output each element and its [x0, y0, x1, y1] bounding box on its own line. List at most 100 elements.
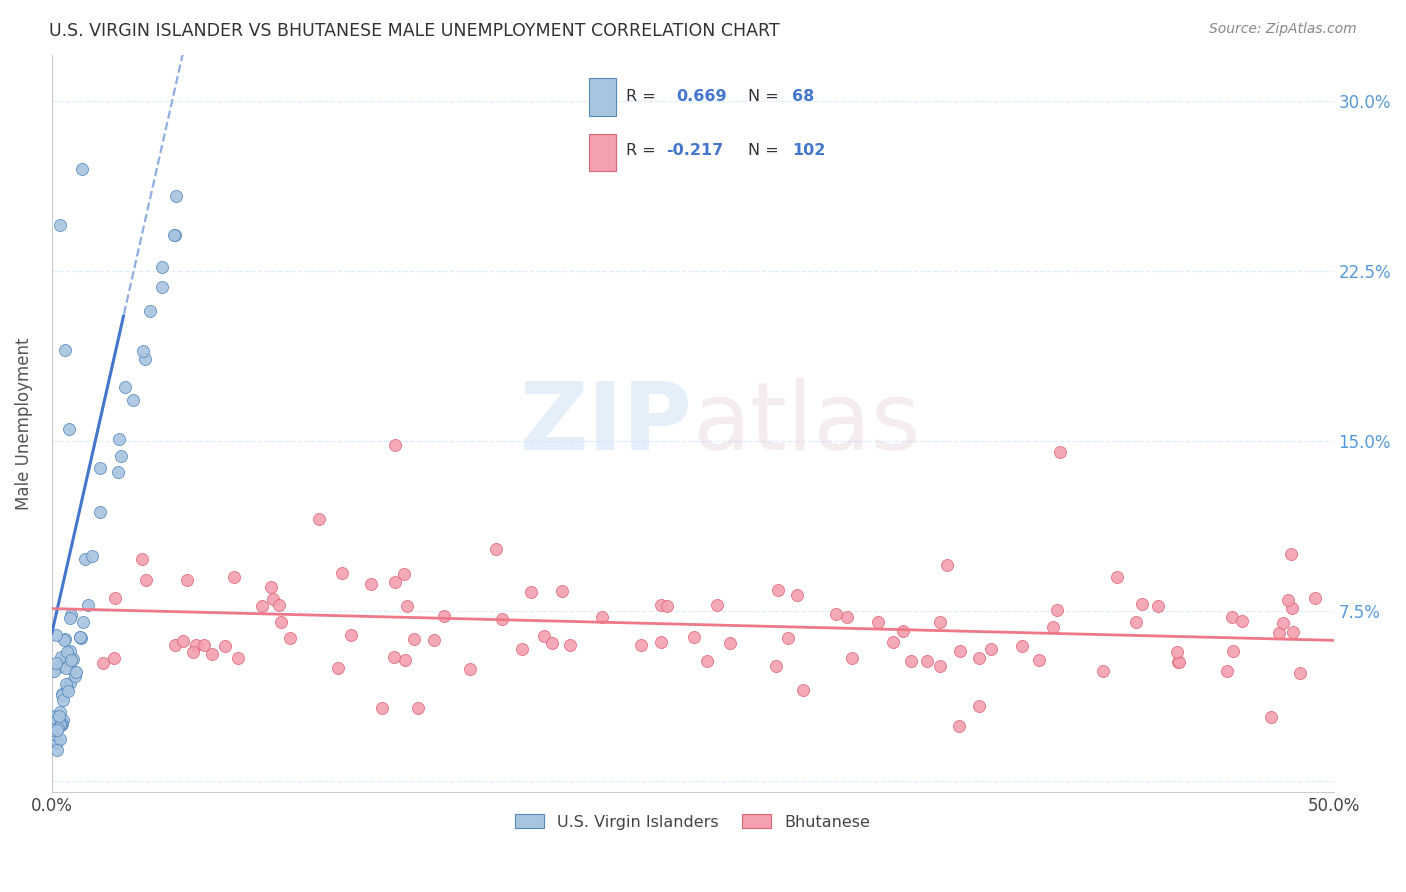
Point	[49, 717, 72, 731]
Point	[824, 607, 846, 621]
Point	[949, 644, 972, 658]
Point	[519, 585, 541, 599]
Point	[53, 632, 76, 647]
Point	[404, 632, 426, 646]
Text: atlas: atlas	[693, 377, 921, 470]
Point	[42, 727, 65, 741]
Point	[835, 609, 858, 624]
Point	[967, 651, 990, 665]
Point	[110, 449, 132, 463]
Point	[1168, 655, 1191, 669]
Point	[1268, 625, 1291, 640]
Point	[80, 549, 103, 564]
Point	[193, 638, 215, 652]
Point	[56, 681, 79, 696]
Point	[510, 642, 533, 657]
Point	[1166, 645, 1188, 659]
Point	[163, 228, 186, 243]
Point	[1130, 597, 1153, 611]
Point	[1049, 445, 1071, 459]
Text: 0.669: 0.669	[676, 89, 727, 104]
Point	[49, 731, 72, 746]
Point	[152, 280, 174, 294]
Legend: U.S. Virgin Islanders, Bhutanese: U.S. Virgin Islanders, Bhutanese	[509, 807, 876, 836]
Point	[224, 570, 246, 584]
Point	[360, 577, 382, 591]
Point	[1232, 614, 1254, 628]
Point	[866, 615, 889, 629]
Point	[630, 638, 652, 652]
Point	[139, 303, 162, 318]
Point	[51, 689, 73, 703]
Bar	[589, 134, 616, 171]
Text: 102: 102	[792, 144, 825, 159]
Point	[51, 717, 73, 731]
Point	[53, 632, 76, 647]
Point	[915, 654, 938, 668]
Point	[766, 582, 789, 597]
Point	[250, 599, 273, 614]
Point	[53, 343, 76, 357]
Point	[46, 713, 69, 727]
Point	[165, 188, 187, 202]
Point	[1011, 640, 1033, 654]
Point	[765, 659, 787, 673]
Text: N =: N =	[748, 144, 779, 159]
Point	[134, 351, 156, 366]
Point	[394, 653, 416, 667]
Point	[491, 611, 513, 625]
Point	[104, 591, 127, 605]
Point	[63, 665, 86, 679]
Point	[59, 655, 82, 669]
Point	[45, 735, 67, 749]
Point	[384, 575, 406, 590]
Point	[48, 709, 70, 723]
Point	[1222, 644, 1244, 658]
Point	[1260, 710, 1282, 724]
Point	[201, 648, 224, 662]
Point	[41, 723, 63, 737]
Point	[786, 588, 808, 602]
Point	[682, 630, 704, 644]
Point	[706, 598, 728, 612]
Point	[408, 701, 430, 715]
Text: Source: ZipAtlas.com: Source: ZipAtlas.com	[1209, 22, 1357, 37]
Point	[1220, 609, 1243, 624]
Point	[1125, 615, 1147, 629]
Point	[65, 669, 87, 683]
Point	[150, 260, 173, 274]
Point	[1288, 666, 1310, 681]
Point	[371, 701, 394, 715]
Point	[69, 630, 91, 644]
Point	[1215, 665, 1237, 679]
Point	[49, 705, 72, 719]
Point	[69, 630, 91, 644]
Point	[655, 599, 678, 613]
Point	[384, 438, 406, 452]
Point	[45, 656, 67, 670]
Point	[59, 653, 82, 667]
Point	[948, 718, 970, 732]
Point	[928, 659, 950, 673]
Text: -0.217: -0.217	[666, 144, 723, 159]
Text: ZIP: ZIP	[520, 377, 693, 470]
Point	[59, 610, 82, 624]
Point	[278, 631, 301, 645]
Point	[1303, 591, 1326, 606]
Point	[51, 650, 73, 665]
Point	[214, 639, 236, 653]
Point	[1092, 665, 1115, 679]
Point	[58, 683, 80, 698]
Point	[928, 615, 950, 629]
Point	[551, 583, 574, 598]
Point	[423, 633, 446, 648]
Point	[75, 551, 97, 566]
Point	[59, 675, 82, 690]
Point	[89, 505, 111, 519]
Point	[718, 636, 741, 650]
Point	[458, 661, 481, 675]
Point	[330, 566, 353, 581]
Point	[650, 635, 672, 649]
Point	[56, 645, 79, 659]
Text: 68: 68	[792, 89, 814, 104]
